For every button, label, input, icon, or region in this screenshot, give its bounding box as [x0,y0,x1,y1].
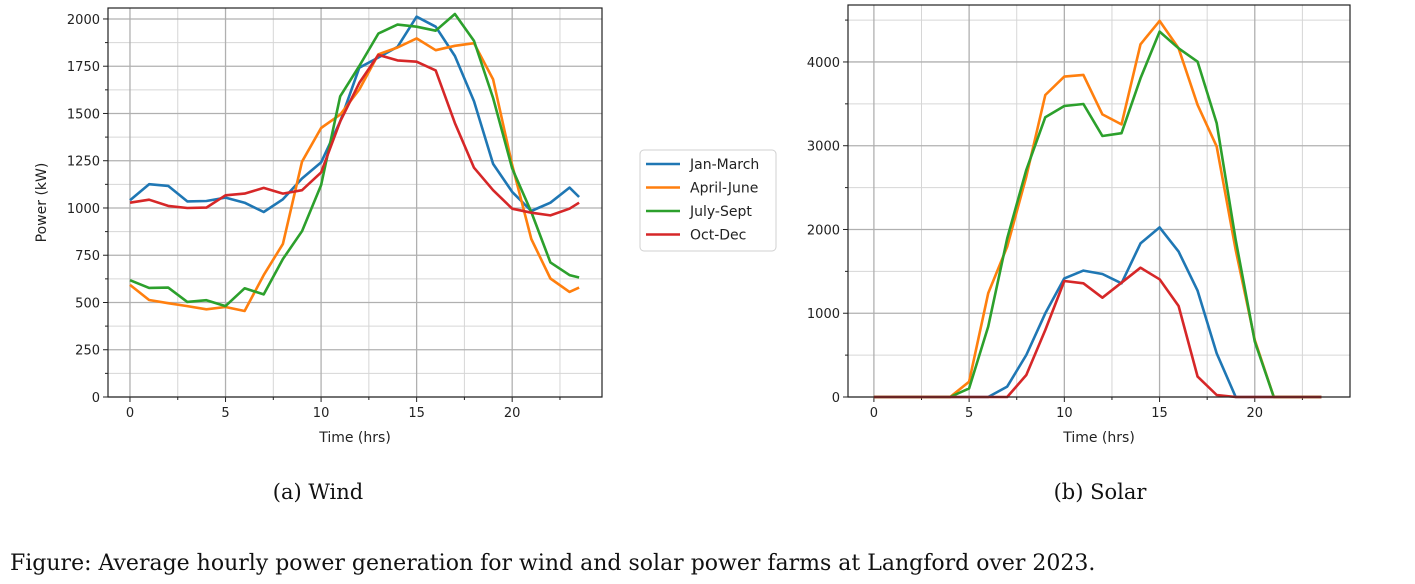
x-tick-label: 15 [1151,406,1168,421]
y-tick-label: 1000 [807,307,840,322]
y-tick-label: 750 [75,249,100,264]
y-tick-label: 1500 [67,107,100,122]
x-tick-label: 10 [313,406,330,421]
legend: Jan-March April-June July-Sept Oct-Dec [639,149,777,252]
y-axis-label: Power (kW) [34,163,50,243]
y-tick-label: 1000 [67,202,100,217]
legend-label: April-June [690,181,758,197]
y-tick-label: 2000 [67,13,100,28]
x-axis-label: Time (hrs) [318,430,391,446]
x-tick-label: 5 [221,406,229,421]
solar-caption: (b) Solar [1054,480,1148,504]
y-tick-label: 2000 [807,223,840,238]
x-tick-label: 20 [504,406,521,421]
x-axis-label: Time (hrs) [1062,430,1135,446]
legend-label: July-Sept [689,204,752,220]
x-tick-label: 0 [870,406,878,421]
x-tick-label: 10 [1056,406,1073,421]
figure-caption: Figure: Average hourly power generation … [10,551,1095,576]
y-tick-label: 0 [832,391,840,406]
solar-chart: 0 5 10 15 20 0 1000 2000 3000 4000 Time (hrs) [807,4,1351,446]
y-tick-label: 250 [75,344,100,359]
series-line-july-sept [129,12,580,308]
y-tick-label: 500 [75,296,100,311]
x-tick-label: 0 [126,406,134,421]
y-tick-label: 4000 [807,56,840,71]
legend-label: Oct-Dec [690,228,746,244]
y-tick-label: 1250 [67,155,100,170]
plot-frame [847,4,1351,398]
y-tick-label: 1750 [67,60,100,75]
x-tick-label: 5 [965,406,973,421]
plot-frame [107,7,603,398]
x-tick-label: 20 [1247,406,1264,421]
y-tick-label: 3000 [807,140,840,155]
series-line-oct-dec [129,53,580,217]
wind-chart: 0 5 10 15 20 0 250 500 750 1000 1250 1500 1750 2000 Ti… [34,7,603,446]
legend-label: Jan-March [689,157,759,173]
wind-caption: (a) Wind [273,480,363,504]
y-tick-label: 0 [92,391,100,406]
legend-box [639,149,777,252]
x-tick-label: 15 [408,406,425,421]
